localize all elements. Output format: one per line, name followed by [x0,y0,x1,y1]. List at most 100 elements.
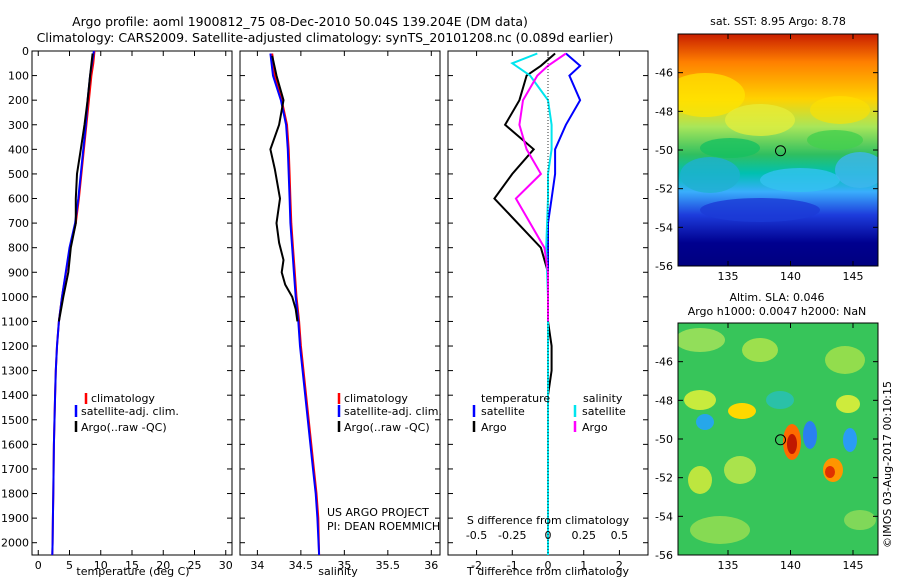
sla-map-panel: Altim. SLA: 0.046 Argo h1000: 0.0047 h20… [655,291,879,572]
legend-s-satellite: satellite [582,405,626,418]
y-tick-label: 400 [8,143,29,156]
sla-eddy [684,390,716,410]
difference-lines [493,51,582,555]
legend-argo: Argo(..raw -QC) [344,421,430,434]
salinity-panel: 34 34.5 35 35.5 36 climatology satellite-adj… [239,50,442,578]
map-x-tick-label: 140 [780,559,801,572]
sst-patch [760,168,840,192]
temperature-panel: 0 5 10 15 20 25 300100200300400500600700800900… [1,45,233,578]
salinity-legend: climatology satellite-adj. clim. Argo(..… [337,392,442,434]
x-tick-label: 10 [94,559,108,572]
legend-satellite: satellite-adj. clim. [81,405,179,418]
x-tick-label: 0 [545,559,552,572]
sla-eddy [690,516,750,544]
x-tick-label: 34 [250,559,264,572]
map-y-tick-label: -46 [655,356,673,369]
series-line [269,53,321,556]
sla-eddy [724,456,756,484]
temperature-xlabel: temperature (deg C) [76,565,189,578]
y-tick-label: 1900 [1,512,29,525]
difference-panel: -2 -1 0 1 2 temperature salinity satellite A… [447,50,649,578]
series-line [269,55,299,322]
map-y-tick-label: -54 [655,221,673,234]
figure-title-line2: Climatology: CARS2009. Satellite-adjuste… [37,30,614,45]
sst-field [678,34,878,266]
sst-map-ticks: 135 140 145 -46 -48 -50 -52 -54 -56 [655,34,878,283]
legend-argo: Argo(..raw -QC) [81,421,167,434]
series-line [510,52,553,555]
legend-climatology: climatology [91,392,155,405]
sla-eddy [728,403,756,419]
copyright-stamp: ©IMOS 03-Aug-2017 00:10:15 [881,381,894,548]
x-tick-label: 15 [125,559,139,572]
x-tick-label: 35.5 [376,559,401,572]
y-tick-label: 800 [8,242,29,255]
project-label: US ARGO PROJECT [327,506,429,519]
x-tick-label: 1 [580,559,587,572]
map-y-tick-label: -52 [655,472,673,485]
map-y-tick-label: -48 [655,394,673,407]
y-tick-label: 500 [8,168,29,181]
sst-patch [725,104,795,136]
sla-eddy [787,434,797,454]
sst-map-title: sat. SST: 8.95 Argo: 8.78 [710,15,846,28]
x-tick-label: 20 [156,559,170,572]
sla-eddy [803,421,817,449]
sla-eddy [696,414,714,430]
sla-eddy [844,510,876,530]
y-tick-label: 1000 [1,291,29,304]
x2-tick-label: 0.5 [611,529,629,542]
sst-patch [700,198,820,222]
series-line [493,52,556,420]
legend-climatology: climatology [344,392,408,405]
x-tick-label: 0 [35,559,42,572]
y-tick-label: 100 [8,70,29,83]
temperature-ticks: 0 5 10 15 20 25 300100200300400500600700800900… [1,45,233,572]
series-line [547,52,582,322]
legend-temperature-header: temperature [481,392,550,405]
sst-patch [835,152,878,188]
salinity-axes-box [239,50,441,556]
sla-map-ticks: 135 140 145 -46 -48 -50 -52 -54 -56 [655,323,878,572]
temperature-lines [51,50,96,556]
sla-eddy [825,346,865,374]
y-tick-label: 1500 [1,414,29,427]
y-tick-label: 1700 [1,463,29,476]
x-tick-label: 25 [188,559,202,572]
sst-patch [678,73,745,117]
map-x-tick-label: 145 [843,270,864,283]
map-y-tick-label: -56 [655,549,673,562]
y-tick-label: 200 [8,94,29,107]
difference-ticks: -2 -1 0 1 2 [448,50,648,572]
pi-label: PI: DEAN ROEMMICH [327,520,440,533]
x-tick-label: 5 [66,559,73,572]
map-x-tick-label: 135 [718,559,739,572]
sla-eddy [766,391,794,409]
y-tick-label: 1200 [1,340,29,353]
x2-tick-label: 0.25 [571,529,596,542]
sla-map-title-line1: Altim. SLA: 0.046 [729,291,824,304]
sst-map-panel: sat. SST: 8.95 Argo: 8.78 [655,15,879,283]
temperature-axes-box [31,50,233,556]
temperature-legend: climatology satellite-adj. clim. Argo(..… [74,392,179,434]
map-y-tick-label: -46 [655,67,673,80]
sst-patch [807,130,863,150]
x2-tick-label: -0.5 [466,529,487,542]
map-y-tick-label: -50 [655,433,673,446]
x-tick-label: 34.5 [289,559,314,572]
map-y-tick-label: -56 [655,260,673,273]
salinity-xlabel: salinity [318,565,358,578]
legend-satellite: satellite-adj. clim. [344,405,442,418]
legend-t-argo: Argo [481,421,507,434]
salinity-lines [269,53,321,556]
figure-title-line1: Argo profile: aoml 1900812_75 08-Dec-201… [72,14,528,29]
sla-field [678,323,878,555]
sst-patch [680,157,740,193]
legend-salinity-header: salinity [583,392,623,405]
sla-map-title-line2: Argo h1000: 0.0047 h2000: NaN [688,305,867,318]
series-line [57,53,94,322]
map-y-tick-label: -50 [655,144,673,157]
y-tick-label: 1300 [1,365,29,378]
t-difference-xlabel: T difference from climatology [466,565,629,578]
